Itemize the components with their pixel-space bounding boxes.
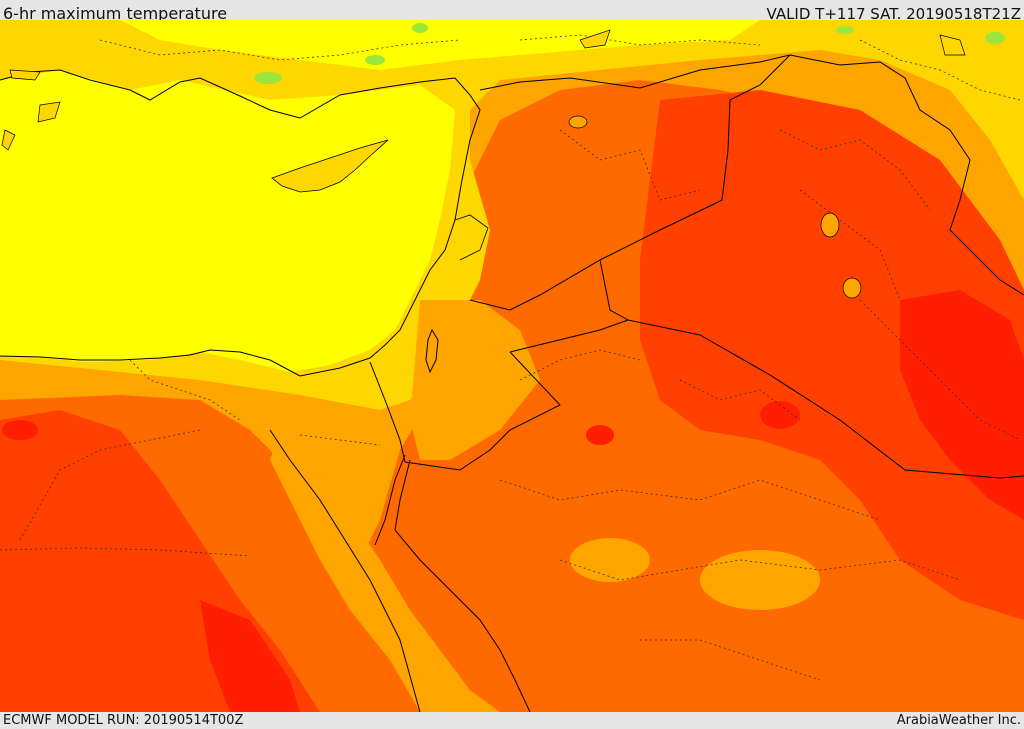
valid-time: VALID T+117 SAT. 20190518T21Z [766, 5, 1021, 20]
field-green-2 [365, 55, 385, 65]
field-red-spot-1 [2, 420, 38, 440]
lake-2 [842, 277, 862, 299]
header-bar: 6-hr maximum temperature VALID T+117 SAT… [0, 0, 1024, 20]
cyprus-island [271, 139, 389, 193]
field-amber-redsea [270, 430, 500, 712]
coastline-gulf-aqaba [374, 454, 406, 546]
field-red-iraq [900, 290, 1024, 520]
footer-bar: ECMWF MODEL RUN: 20190514T00Z ArabiaWeat… [0, 712, 1024, 729]
border-egypt-israel [369, 361, 406, 463]
model-run-label: ECMWF MODEL RUN: 20190514T00Z [3, 713, 244, 728]
field-red-sw [200, 600, 300, 712]
border-iran-iraq [789, 54, 1024, 296]
border-syria-iraq [469, 54, 791, 311]
credit-label: ArabiaWeather Inc. [896, 713, 1021, 728]
coastline-dead-sea [425, 328, 439, 374]
field-yellow-sea [0, 70, 455, 372]
field-yellow-turkey [120, 20, 760, 70]
temperature-map[interactable] [0, 20, 1024, 712]
field-red-orange-iraq [640, 90, 1024, 620]
field-amber-jordan [410, 300, 540, 460]
border-turkey-syria [479, 54, 791, 91]
field-red-spot-2 [586, 425, 614, 445]
field-green-1 [254, 72, 282, 84]
province-borders [0, 34, 1021, 681]
border-iraq-saudi [627, 319, 1024, 479]
aegean-islands [1, 29, 966, 151]
field-green-3 [412, 23, 428, 33]
field-amber-patch-1 [700, 550, 820, 610]
lake-3 [568, 115, 588, 129]
map-title: 6-hr maximum temperature [3, 4, 228, 20]
field-amber-patch-2 [570, 538, 650, 582]
coastline-redsea-east [394, 459, 531, 712]
coastline-redsea-west [269, 429, 421, 712]
coastline-mediterranean [0, 69, 481, 377]
field-green-4 [836, 26, 854, 34]
border-jordan-saudi [404, 351, 561, 471]
border-lebanon [454, 214, 489, 261]
lake-1 [820, 212, 840, 238]
field-green-5 [985, 32, 1005, 44]
field-red-spot-3 [760, 401, 800, 429]
